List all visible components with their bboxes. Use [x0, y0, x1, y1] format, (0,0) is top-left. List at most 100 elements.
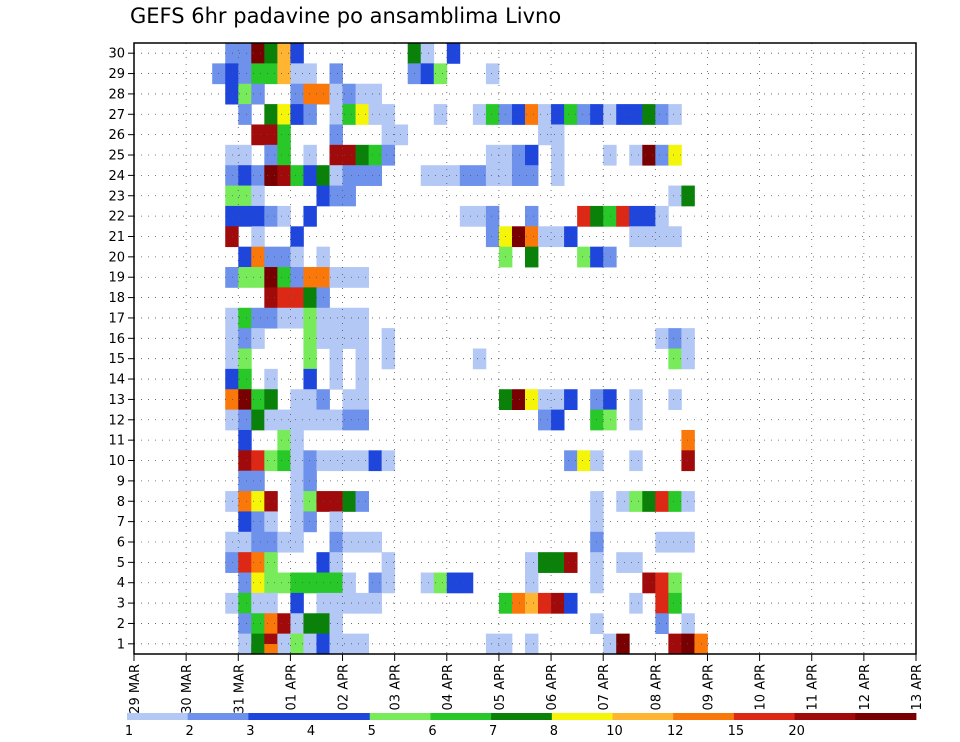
- y-tick-label: 14: [108, 373, 125, 388]
- heatmap-cell: [668, 389, 682, 410]
- heatmap-cell: [525, 144, 539, 166]
- heatmap-cell: [290, 633, 304, 655]
- colorbar-swatch: [491, 713, 553, 720]
- y-tick-label: 10: [108, 454, 125, 469]
- heatmap-cell: [238, 389, 252, 410]
- heatmap-cell: [329, 613, 343, 635]
- heatmap-cell: [551, 165, 565, 186]
- heatmap-cell: [238, 552, 252, 573]
- chart-title: GEFS 6hr padavine po ansamblima Livno: [130, 4, 562, 28]
- heatmap-cell: [525, 165, 539, 186]
- heatmap-cell: [668, 491, 682, 512]
- heatmap-cell: [303, 491, 317, 512]
- y-tick-label: 16: [108, 332, 125, 347]
- heatmap-cell: [303, 267, 317, 288]
- heatmap-cell: [277, 450, 291, 472]
- heatmap-cell: [342, 572, 356, 594]
- heatmap-cell: [629, 104, 643, 125]
- heatmap-cell: [681, 429, 695, 451]
- heatmap-cell: [485, 226, 500, 248]
- heatmap-cell: [485, 205, 500, 227]
- heatmap-cell: [577, 104, 591, 125]
- heatmap-cell: [629, 592, 643, 614]
- heatmap-cell: [238, 267, 252, 288]
- heatmap-cell: [225, 205, 239, 227]
- heatmap-cell: [511, 165, 526, 186]
- y-tick-label: 19: [108, 271, 125, 286]
- heatmap-cell: [225, 144, 239, 166]
- colorbar-swatch: [248, 713, 310, 720]
- heatmap-cell: [629, 552, 643, 573]
- heatmap-cell: [290, 429, 304, 451]
- heatmap-cell: [251, 491, 265, 512]
- heatmap-cell: [238, 307, 252, 329]
- heatmap-cell: [251, 43, 265, 64]
- heatmap-cell: [381, 552, 396, 573]
- heatmap-cell: [264, 267, 278, 288]
- heatmap-cell: [251, 531, 265, 553]
- heatmap-cell: [564, 226, 578, 248]
- heatmap-cell: [264, 246, 278, 268]
- heatmap-cell: [303, 83, 317, 105]
- y-tick-label: 6: [117, 535, 125, 550]
- heatmap-cell: [277, 246, 291, 268]
- heatmap-cell: [264, 592, 278, 614]
- heatmap-cell: [264, 205, 278, 227]
- heatmap-cell: [329, 104, 343, 125]
- heatmap-cell: [303, 144, 317, 166]
- heatmap-cell: [381, 328, 396, 349]
- heatmap-cell: [538, 226, 552, 248]
- x-tick-label: 13 APR: [910, 664, 925, 710]
- heatmap-cell: [355, 104, 369, 125]
- heatmap-cell: [603, 144, 617, 166]
- heatmap-cell: [251, 613, 265, 635]
- heatmap-cell: [381, 450, 396, 472]
- heatmap-cell: [511, 592, 526, 614]
- heatmap-cell: [368, 531, 383, 553]
- heatmap-cell: [564, 450, 578, 472]
- heatmap-cell: [485, 633, 500, 655]
- heatmap-cell: [655, 572, 669, 594]
- heatmap-cell: [629, 491, 643, 512]
- heatmap-cell: [355, 409, 369, 431]
- heatmap-cell: [329, 83, 343, 105]
- heatmap-cell: [616, 104, 630, 125]
- heatmap-cell: [564, 104, 578, 125]
- heatmap-cell: [603, 104, 617, 125]
- heatmap-cell: [329, 531, 343, 553]
- heatmap-cell: [277, 144, 291, 166]
- y-tick-label: 28: [108, 87, 125, 102]
- heatmap-cell: [511, 226, 526, 248]
- y-tick-label: 1: [117, 637, 125, 652]
- heatmap-cell: [238, 491, 252, 512]
- heatmap-cell: [564, 552, 578, 573]
- heatmap-cell: [329, 185, 343, 207]
- heatmap-cell: [525, 205, 539, 227]
- heatmap-cell: [485, 144, 500, 166]
- y-tick-label: 20: [108, 250, 125, 265]
- heatmap-cell: [264, 531, 278, 553]
- heatmap-cell: [629, 409, 643, 431]
- heatmap-cell: [225, 368, 239, 390]
- heatmap-cell: [551, 552, 565, 573]
- heatmap-cell: [238, 429, 252, 451]
- heatmap-cell: [485, 104, 500, 125]
- heatmap-cell: [277, 165, 291, 186]
- heatmap-cell: [329, 633, 343, 655]
- heatmap-cell: [290, 592, 304, 614]
- heatmap-cell: [551, 389, 565, 410]
- heatmap-cell: [472, 104, 487, 125]
- heatmap-cell: [342, 83, 356, 105]
- heatmap-cell: [251, 246, 265, 268]
- heatmap-cell: [655, 205, 669, 227]
- plot-frame: [133, 42, 917, 655]
- heatmap-cell: [420, 63, 435, 85]
- heatmap-cell: [290, 389, 304, 410]
- heatmap-cell: [355, 307, 369, 329]
- heatmap-cell: [329, 165, 343, 186]
- heatmap-cell: [303, 389, 317, 410]
- heatmap-cell: [329, 328, 343, 349]
- heatmap-cell: [303, 104, 317, 125]
- heatmap-cell: [603, 409, 617, 431]
- x-tick-label: 03 APR: [389, 664, 404, 710]
